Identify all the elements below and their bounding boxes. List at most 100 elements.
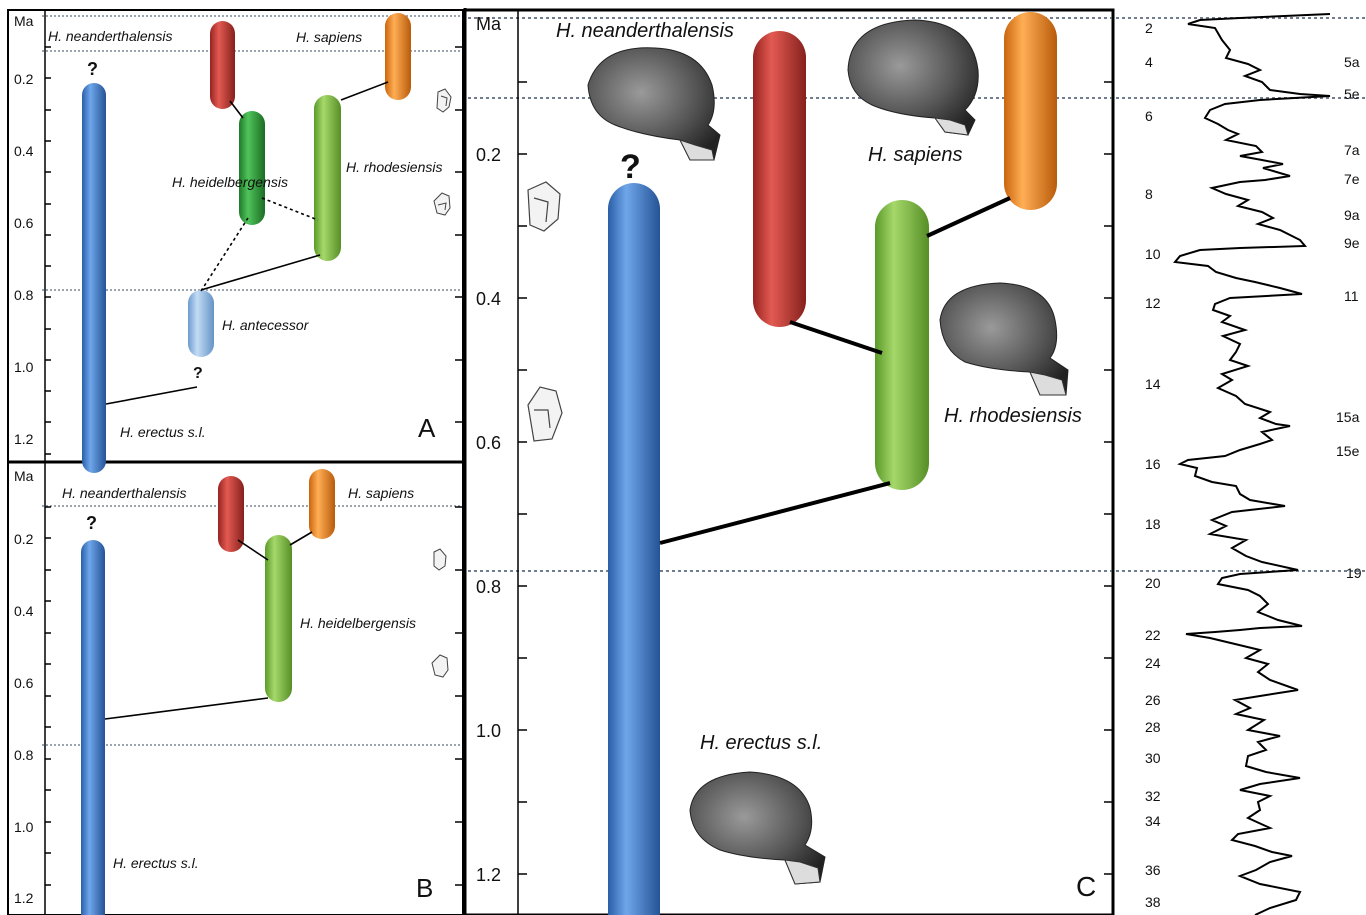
panel-letter: C (1076, 871, 1096, 902)
panel-b: Ma 0.2 0.4 0.6 0.8 1.0 1.2 ? H. neandert… (14, 462, 462, 915)
species-label-neanderthalensis: H. neanderthalensis (62, 485, 187, 501)
tick-label: 0.6 (476, 433, 501, 453)
svg-text:7e: 7e (1344, 171, 1360, 187)
tick-label: 0.4 (476, 289, 501, 309)
svg-text:36: 36 (1145, 862, 1161, 878)
tick-label: 1.2 (476, 865, 501, 885)
tick-label: 1.2 (14, 890, 34, 906)
lineage-bar-heidelbergensis (265, 535, 292, 702)
branch-connectors (659, 196, 1011, 545)
panel-a: Ma 0.2 0.4 0.6 0.8 1.0 1.2 ? ? H. neande… (14, 10, 462, 473)
svg-text:5a: 5a (1344, 54, 1360, 70)
tick-label: 0.8 (14, 747, 34, 763)
question-mark: ? (87, 59, 98, 79)
isotope-record: 2 4 6 8 10 12 14 16 18 20 22 24 26 28 30… (1111, 10, 1362, 915)
stone-tool-icon (527, 181, 561, 232)
species-label-neanderthalensis: H. neanderthalensis (48, 28, 173, 44)
svg-text:14: 14 (1145, 376, 1161, 392)
lineage-bar-antecessor (188, 290, 214, 357)
stone-tool-icon (433, 548, 447, 571)
lineage-bar-erectus (81, 540, 105, 915)
svg-text:20: 20 (1145, 575, 1161, 591)
lineage-bar-sapiens (309, 469, 335, 539)
svg-text:38: 38 (1145, 894, 1161, 910)
species-label-sapiens: H. sapiens (868, 144, 963, 166)
lineage-bar-sapiens (1004, 12, 1057, 210)
svg-text:34: 34 (1145, 813, 1161, 829)
lineage-bar-neanderthalensis (218, 476, 244, 552)
species-label-antecessor: H. antecessor (222, 317, 310, 333)
stone-tool-icon (527, 386, 563, 442)
mis-labels-left: 2 4 6 8 10 12 14 16 18 20 22 24 26 28 30… (1145, 20, 1161, 910)
svg-text:4: 4 (1145, 54, 1153, 70)
svg-text:5e: 5e (1344, 86, 1360, 102)
axis-unit-label: Ma (14, 13, 34, 29)
svg-text:2: 2 (1145, 20, 1153, 36)
tick-label: 0.8 (476, 577, 501, 597)
stone-tool-icon (436, 88, 452, 113)
species-label-neanderthalensis: H. neanderthalensis (556, 20, 734, 42)
skull-illustration-erectus (689, 771, 826, 885)
svg-text:12: 12 (1145, 295, 1161, 311)
species-label-erectus: H. erectus s.l. (113, 855, 199, 871)
question-mark: ? (193, 365, 203, 382)
y-axis-ticks (518, 81, 1113, 875)
species-label-heidelbergensis: H. heidelbergensis (300, 615, 416, 631)
svg-text:10: 10 (1145, 246, 1161, 262)
tick-label: 1.0 (476, 721, 501, 741)
tick-label: 0.4 (14, 143, 34, 159)
species-label-rhodesiensis: H. rhodesiensis (346, 159, 443, 175)
species-label-sapiens: H. sapiens (348, 485, 414, 501)
species-label-erectus: H. erectus s.l. (120, 424, 206, 440)
skull-illustration-rhodesiensis (939, 282, 1069, 396)
species-label-erectus: H. erectus s.l. (700, 732, 822, 754)
panel-letter: B (416, 873, 433, 903)
lineage-bar-rhodesiensis (875, 200, 929, 490)
lineage-bar-rhodesiensis (314, 95, 341, 261)
lineage-bar-heidelbergensis (239, 111, 265, 225)
tick-label: 0.2 (14, 71, 34, 87)
stone-tool-icon (431, 654, 449, 678)
svg-text:8: 8 (1145, 186, 1153, 202)
svg-text:7a: 7a (1344, 142, 1360, 158)
tick-label: 0.6 (14, 215, 34, 231)
question-mark: ? (86, 513, 97, 533)
branch-connectors (104, 531, 313, 720)
svg-text:9a: 9a (1344, 207, 1360, 223)
svg-text:32: 32 (1145, 788, 1161, 804)
tick-label: 1.0 (14, 359, 34, 375)
y-axis-ticks (45, 506, 462, 886)
axis-unit-label: Ma (14, 468, 34, 484)
svg-text:19: 19 (1346, 565, 1362, 581)
svg-text:28: 28 (1145, 719, 1161, 735)
question-mark: ? (620, 148, 641, 186)
svg-text:9e: 9e (1344, 235, 1360, 251)
svg-text:15e: 15e (1336, 443, 1360, 459)
tick-label: 1.2 (14, 431, 34, 447)
mis-labels-right: 5a 5e 7a 7e 9a 9e 11 15a 15e 19 (1336, 54, 1362, 581)
isotope-curve (1173, 13, 1331, 915)
svg-text:15a: 15a (1336, 409, 1360, 425)
skull-illustration-neanderthalensis (587, 47, 721, 161)
y-axis-ticks (45, 46, 462, 455)
svg-text:18: 18 (1145, 516, 1161, 532)
svg-text:26: 26 (1145, 692, 1161, 708)
lineage-bar-erectus (82, 83, 106, 473)
lineage-bar-neanderthalensis (753, 31, 806, 327)
svg-text:6: 6 (1145, 108, 1153, 124)
tick-label: 0.4 (14, 603, 34, 619)
tick-label: 0.2 (14, 531, 34, 547)
svg-text:11: 11 (1344, 288, 1359, 304)
lineage-bar-neanderthalensis (210, 21, 235, 109)
lineage-bar-erectus (608, 183, 660, 915)
species-label-sapiens: H. sapiens (296, 29, 362, 45)
stone-tool-icon (433, 192, 451, 216)
panel-letter: A (418, 413, 436, 443)
svg-text:16: 16 (1145, 456, 1161, 472)
species-label-heidelbergensis: H. heidelbergensis (172, 174, 288, 190)
branch-connectors (105, 81, 389, 405)
skull-illustration-sapiens (847, 19, 979, 136)
species-label-rhodesiensis: H. rhodesiensis (944, 405, 1082, 427)
tick-label: 1.0 (14, 819, 34, 835)
